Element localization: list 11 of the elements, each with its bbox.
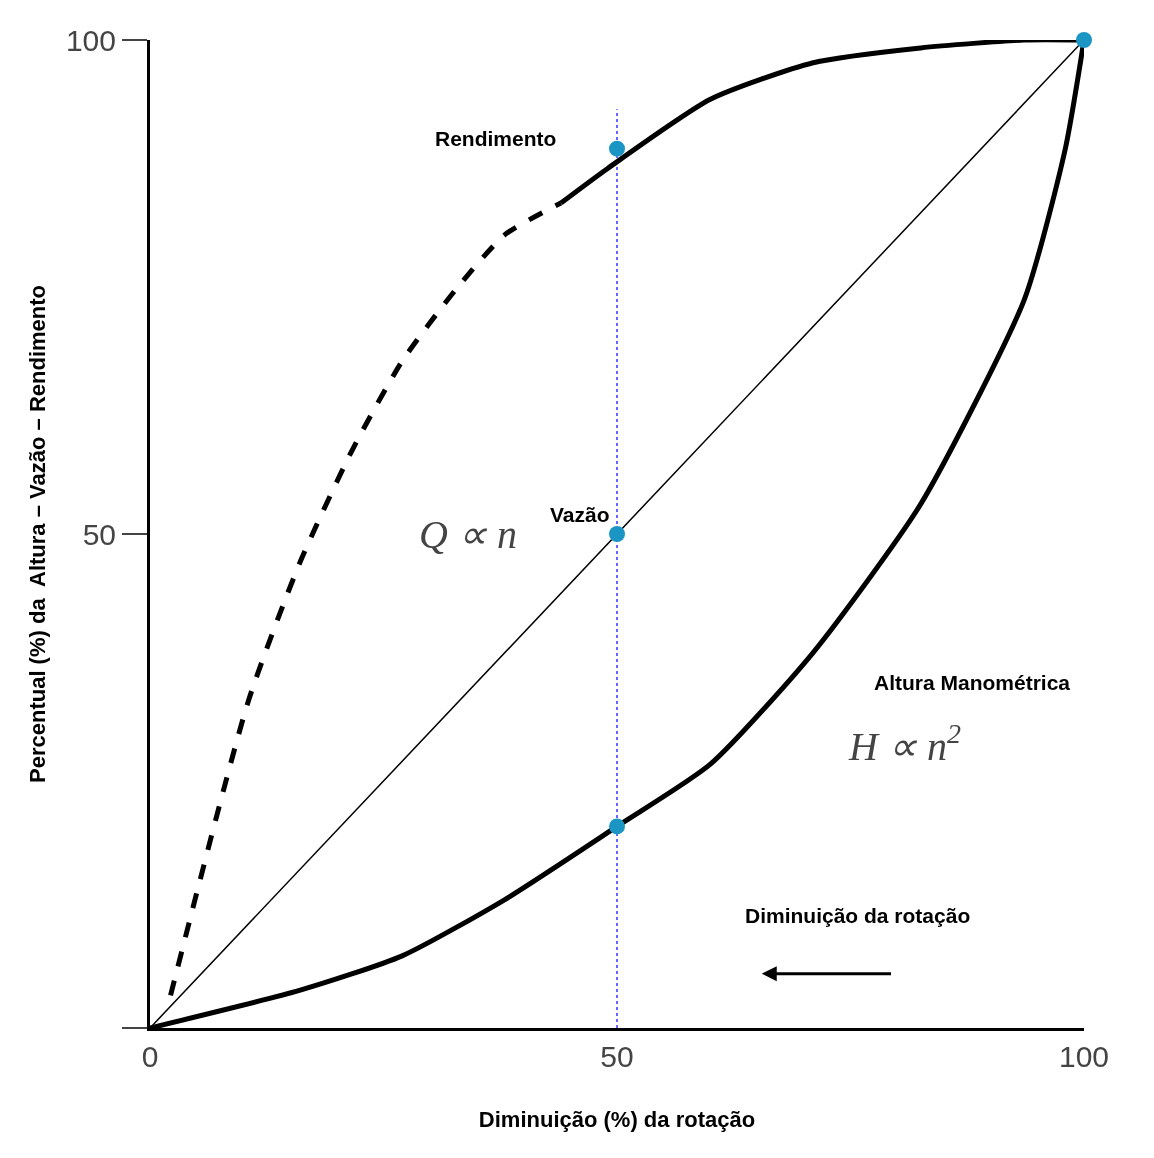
x-tick-label: 100: [1058, 1040, 1110, 1073]
text: Rendimento: [435, 127, 557, 150]
y-axis-title: Percentual (%) da Altura – Vazão – Rendimento: [24, 285, 50, 783]
series-label: Vazão: [550, 503, 610, 526]
annotation: Q ∝ n: [419, 512, 517, 557]
text: Altura Manométrica: [874, 671, 1071, 694]
x-tick-label: 0: [141, 1040, 159, 1073]
x-tick-label: 50: [600, 1040, 634, 1073]
annotation: H ∝ n$^{2}$: [848, 718, 961, 769]
x-axis-title: Diminuição (%) da rotação: [478, 1106, 756, 1132]
annotation: Diminuição da rotação: [745, 904, 971, 927]
